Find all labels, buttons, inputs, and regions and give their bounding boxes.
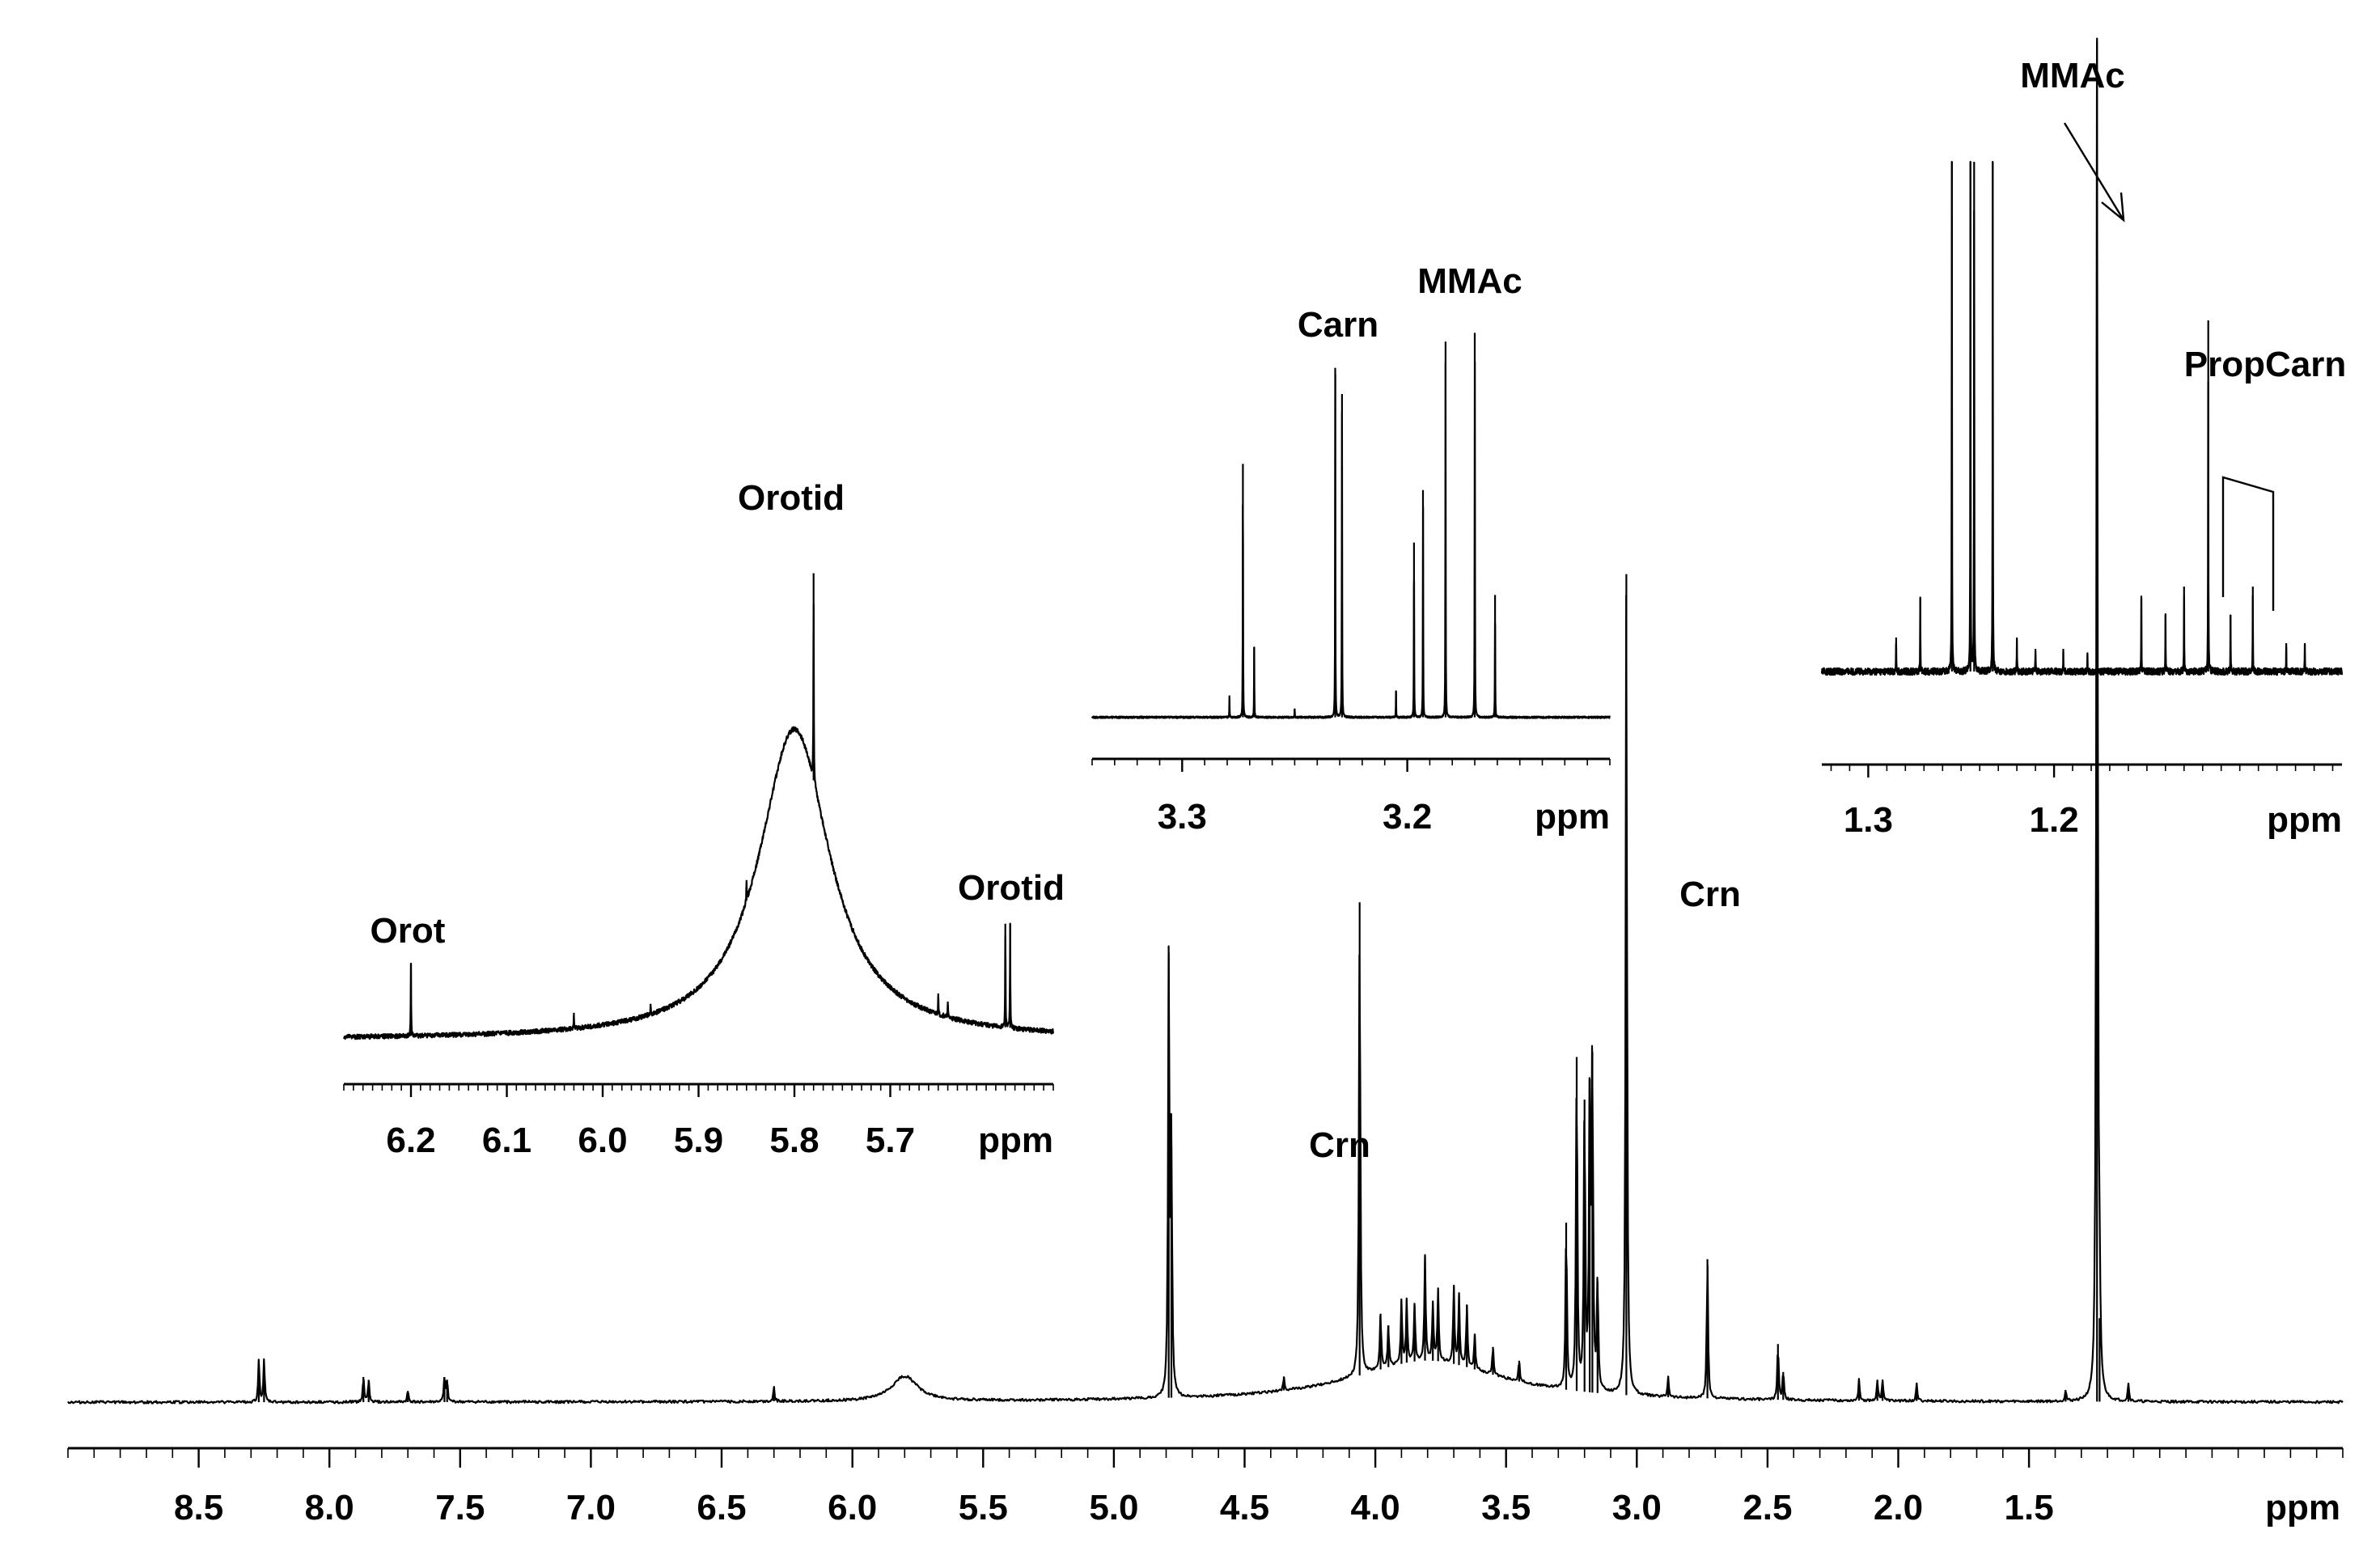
label-mmac-main: MMAc (2020, 56, 2125, 95)
label-mmac-inset: MMAc (1417, 261, 1522, 301)
tick-label: 2.0 (1874, 1488, 1923, 1527)
tick-label: 7.0 (566, 1488, 616, 1527)
inset-carnitine-plot: 3.3 3.2 ppm (1090, 333, 1611, 837)
inset-methylmalonate-trace (1820, 160, 2344, 676)
tick-label: 5.7 (866, 1121, 915, 1160)
tick-label: 4.0 (1351, 1488, 1400, 1527)
tick-label: 3.5 (1481, 1488, 1531, 1527)
main-trace (67, 40, 2344, 1405)
tick-label: 6.0 (828, 1488, 877, 1527)
tick-label: 6.5 (697, 1488, 746, 1527)
main-spectrum-plot: 8.5 8.0 7.5 7.0 6.5 6.0 5.5 5.0 4.5 4.0 3.5 3.0 2.5 2… (67, 37, 2344, 1527)
tick-label: 8.5 (174, 1488, 223, 1527)
tick-label: 5.9 (674, 1121, 723, 1160)
inset-orotate-plot: 6.2 6.1 6.0 5.9 5.8 5.7 ppm (343, 573, 1055, 1160)
tick-label: 8.0 (305, 1488, 354, 1527)
tick-label: 3.0 (1612, 1488, 1662, 1527)
label-propcarn: PropCarn (2184, 345, 2346, 384)
label-crn-inset: Crn (1679, 875, 1741, 914)
propcarn-bracket (2221, 476, 2275, 611)
tick-label: 2.5 (1743, 1488, 1792, 1527)
tick-label: 4.5 (1220, 1488, 1269, 1527)
tick-label: 5.0 (1089, 1488, 1138, 1527)
label-orotid-center: Orotid (738, 478, 845, 518)
tick-label: 6.0 (578, 1121, 627, 1160)
mmac-arrow-head (2101, 192, 2125, 222)
tick-label: 1.2 (2030, 800, 2079, 840)
tick-label: 1.3 (1844, 800, 1893, 840)
label-orot: Orot (371, 911, 446, 951)
tick-label: 5.5 (959, 1488, 1008, 1527)
inset-methylmalonate-plot: 1.3 1.2 ppm (1820, 160, 2344, 840)
inset-methylmalonate-unit-label: ppm (2267, 800, 2342, 840)
tick-label: 5.8 (769, 1121, 819, 1160)
peak-annotations: Orot Orotid Orotid Carn MMAc Crn Crn MMA… (371, 56, 2347, 1165)
label-crn-main: Crn (1309, 1125, 1370, 1165)
tick-label: 3.3 (1158, 797, 1207, 837)
tick-label: 6.1 (482, 1121, 531, 1160)
tick-label: 6.2 (386, 1121, 435, 1160)
inset-orotate-unit-label: ppm (978, 1121, 1053, 1160)
label-carn: Carn (1298, 305, 1378, 345)
mmac-arrow-line (2063, 122, 2125, 221)
label-orotid-right: Orotid (958, 868, 1065, 908)
inset-carnitine-unit-label: ppm (1535, 797, 1610, 837)
tick-label: 3.2 (1383, 797, 1432, 837)
inset-orotate-trace (343, 603, 1055, 1040)
tick-label: 1.5 (2005, 1488, 2054, 1527)
tick-label: 7.5 (435, 1488, 485, 1527)
inset-carnitine-trace (1090, 361, 1611, 719)
main-unit-label: ppm (2265, 1488, 2340, 1527)
